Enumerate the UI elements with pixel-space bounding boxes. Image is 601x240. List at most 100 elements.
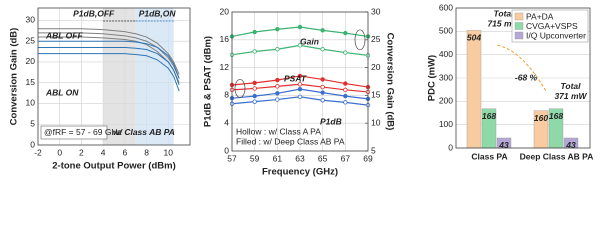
y2-tick-label: 30	[371, 6, 381, 16]
y-tick-label: 5	[30, 118, 35, 128]
marker	[320, 77, 325, 82]
legend-swatch	[514, 22, 524, 30]
gain-curve	[38, 46, 180, 85]
marker	[320, 90, 325, 95]
y-tick-label: 300	[439, 72, 453, 82]
marker	[343, 81, 348, 86]
marker	[275, 91, 280, 96]
y2-tick-label: 25	[371, 34, 381, 44]
x-tick-label: 61	[273, 153, 283, 163]
bar-value-label: 168	[482, 111, 496, 121]
y2-axis-title: Conversion Gain (dB)	[384, 33, 395, 131]
x-tick-label: 2	[79, 147, 84, 157]
reduction-label: -68 %	[515, 72, 538, 82]
total-value: 715 mW	[487, 18, 520, 28]
annotation: w/ Class AB PA	[113, 127, 175, 137]
y-tick-label: 8	[224, 90, 229, 100]
annotation: @fRF = 57 - 69 GHz	[44, 127, 122, 137]
x-axis-title: Frequency (GHz)	[262, 167, 338, 177]
x-tick-label: -2	[34, 147, 42, 157]
series-label: Gain	[300, 36, 319, 46]
legend-swatch	[514, 31, 524, 40]
marker	[252, 93, 257, 99]
y-axis-title: PDC (mW)	[427, 55, 438, 101]
marker	[252, 80, 257, 86]
gain-curve	[38, 40, 180, 79]
y-tick-label: 10	[26, 98, 36, 108]
y-axis-title: P1dB & PSAT (dBm)	[203, 36, 214, 127]
plot-frame	[231, 11, 369, 152]
y-tick-label: 600	[439, 2, 453, 12]
gain-curve	[38, 32, 180, 79]
y2-tick-label: 15	[371, 90, 381, 100]
y-tick-label: 25	[26, 35, 36, 45]
legend-box	[511, 9, 589, 43]
marker	[252, 29, 257, 35]
x-tick-label: 63	[295, 153, 305, 163]
x-tick-label: 6	[122, 147, 127, 157]
p1db-region	[135, 8, 174, 145]
note: Hollow : w/ Class A PA	[236, 126, 321, 136]
total-title: Total	[494, 8, 515, 18]
bar-value-label: 160	[534, 113, 548, 123]
x-tick-label: 0	[57, 147, 62, 157]
bar-value-label: 43	[565, 140, 576, 150]
x-tick-label: 65	[318, 153, 328, 163]
gain-curve	[38, 53, 180, 92]
y-tick-label: 20	[26, 56, 36, 66]
y-tick-label: 16	[220, 34, 230, 44]
region-label: P1dB,ON	[139, 8, 177, 18]
marker	[275, 77, 280, 83]
marker	[343, 93, 348, 99]
marker	[275, 97, 280, 102]
y-tick-label: 0	[448, 142, 453, 152]
group-label: ABL ON	[45, 87, 79, 97]
x-tick-label: 69	[363, 153, 373, 163]
marker	[297, 86, 303, 92]
marker	[343, 87, 348, 93]
legend-label: PA+DA	[526, 11, 554, 21]
marker	[343, 100, 348, 105]
x-tick-label: Class PA	[471, 151, 507, 161]
marker	[297, 82, 303, 87]
marker	[275, 27, 280, 32]
y-tick-label: 0	[30, 139, 35, 149]
x-tick-label: Deep Class AB PA	[520, 151, 594, 161]
marker	[275, 47, 280, 52]
y-tick-label: 400	[439, 49, 453, 59]
marker	[252, 99, 257, 104]
series-label: PSAT	[284, 73, 307, 83]
x-tick-label: 59	[250, 153, 260, 163]
marker	[297, 73, 303, 79]
legend-label: I/Q Upconverter	[526, 30, 586, 40]
bar	[466, 30, 482, 149]
marker	[320, 98, 325, 103]
y-tick-label: 30	[26, 15, 36, 25]
annotation-box	[40, 125, 108, 140]
y-tick-label: 200	[439, 96, 453, 106]
legend-label: CVGA+VSPS	[526, 21, 578, 31]
region-label: P1dB,OFF	[73, 8, 115, 18]
y-tick-label: 500	[439, 26, 453, 36]
plot-frame	[455, 7, 591, 149]
marker	[297, 24, 303, 30]
legend-swatch	[514, 12, 524, 21]
x-tick-label: 10	[164, 147, 174, 157]
note: Filled : w/ Deep Class AB PA	[236, 136, 345, 146]
reduction-arrow	[497, 44, 547, 93]
marker	[252, 49, 257, 54]
y-tick-label: 100	[439, 119, 453, 129]
marker	[343, 30, 348, 36]
p1db-region	[103, 8, 136, 145]
y-tick-label: 20	[220, 6, 230, 16]
power-marker-ellipse	[234, 79, 246, 98]
plot-frame	[37, 7, 191, 146]
marker	[320, 84, 325, 90]
y2-tick-label: 10	[371, 117, 381, 127]
x-tick-label: 8	[144, 147, 149, 157]
marker	[275, 84, 280, 89]
marker	[297, 43, 303, 48]
y-tick-label: 12	[220, 62, 230, 72]
y2-tick-label: 5	[371, 145, 376, 155]
